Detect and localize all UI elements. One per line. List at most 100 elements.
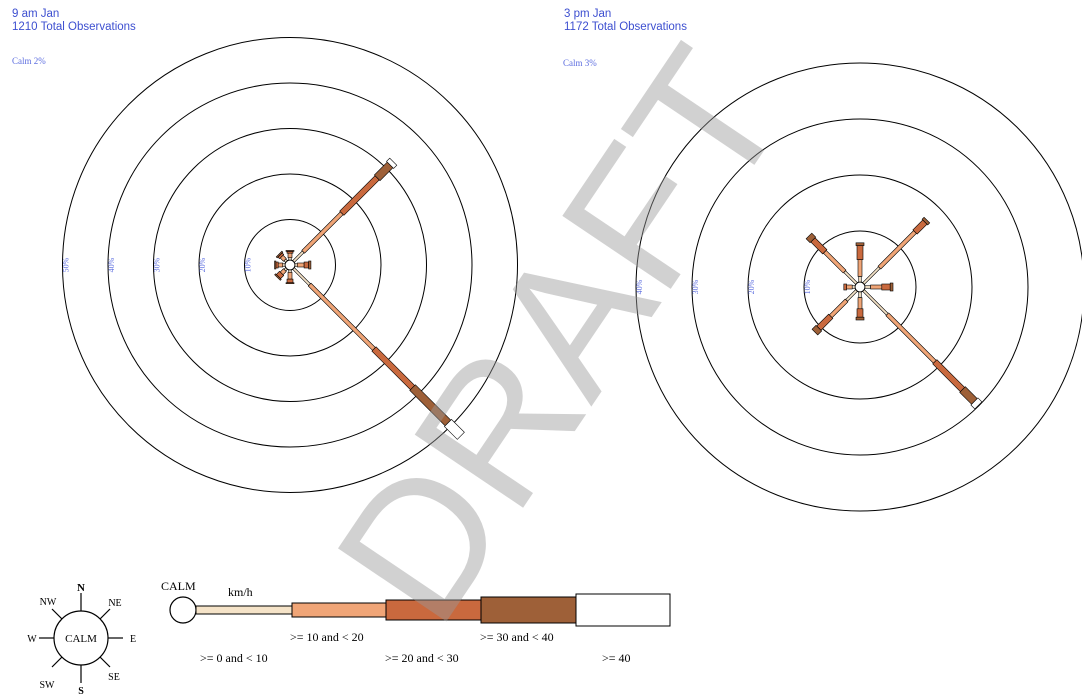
compass-s: S (78, 686, 84, 697)
rose2-petal-n (855, 242, 865, 283)
rose1-segment-nw-3 (275, 250, 284, 259)
legend-swatch-0-10 (195, 605, 293, 615)
compass-w: W (27, 634, 37, 645)
rose1-segment-w-2 (275, 261, 279, 269)
rose2-segment-n-1 (857, 259, 863, 277)
windrose-9am: 10% 20% 30% 40% 50% (62, 37, 518, 493)
rose2-segment-sw-2 (816, 313, 834, 331)
rose2-segment-w-1 (846, 284, 853, 290)
rose2-ring-label-4: 40% (635, 279, 644, 294)
rose1-petal-n (285, 250, 295, 261)
rose1-segment-ne-4 (386, 157, 398, 169)
rose2-segment-e-1 (870, 284, 883, 290)
rose2-segment-nw-3 (805, 232, 817, 244)
rose1-petal-ne (292, 157, 398, 263)
rose1-ring-label-2: 20% (198, 257, 207, 272)
rose1-subtitle: 1210 Total Observations (12, 21, 136, 33)
legend-calm-label: CALM (161, 579, 196, 593)
compass-nw: NW (40, 597, 57, 608)
rose2-ring-label-2: 20% (747, 279, 756, 294)
rose2-segment-s-1 (857, 297, 863, 310)
rose2-petal-s (855, 291, 865, 321)
rose1-segment-ne-0 (292, 250, 305, 263)
rose1-segment-e-3 (308, 260, 312, 270)
rose1-segment-s-3 (285, 282, 295, 284)
rose1-ring-1 (244, 219, 336, 311)
rose1-ring-2 (198, 173, 382, 357)
rose2-segment-n-0 (858, 276, 862, 283)
rose2-calm-label: Calm 3% (563, 58, 597, 68)
rose1-segment-w-1 (277, 262, 284, 268)
legend-swatch-10-20 (291, 602, 387, 618)
legend-swatch-30-40 (480, 596, 577, 624)
rose2-subtitle: 1172 Total Observations (564, 21, 687, 33)
rose2-segment-n-3 (855, 242, 865, 246)
rose2-ring-2 (747, 174, 973, 400)
legend-bin-label-4: >= 40 (602, 651, 631, 665)
rose2-segment-ne-3 (921, 216, 931, 226)
legend-calm-circle (169, 596, 197, 624)
rose1-segment-n-3 (285, 250, 295, 252)
rose2-ring-1 (803, 230, 917, 344)
rose2-segment-s-0 (858, 291, 862, 298)
rose1-petal-e (294, 260, 312, 270)
legend-units: km/h (228, 585, 253, 599)
rose2-segment-w-2 (843, 283, 847, 291)
windrose-3pm: 10% 20% 30% 40% (635, 62, 1082, 512)
rose1-petal-nw (275, 250, 288, 263)
rose2-segment-ne-0 (862, 266, 881, 285)
rose1-petal-se (292, 267, 465, 440)
rose1-ring-5 (62, 37, 518, 493)
legend-swatch-40-plus (575, 593, 671, 627)
legend-bin-label-3: >= 30 and < 40 (480, 630, 554, 644)
rose1-segment-e-0 (294, 263, 298, 267)
compass-sw: SW (40, 680, 56, 691)
rose2-segment-sw-0 (845, 289, 858, 302)
rose2-segment-nw-0 (843, 270, 858, 285)
compass-ne: NE (108, 598, 121, 609)
rose2-segment-nw-2 (810, 237, 828, 255)
rose1-segment-se-4 (444, 419, 465, 440)
rose1-petal-w (274, 260, 286, 270)
rose2-segment-n-2 (856, 245, 864, 260)
rose1-segment-n-1 (287, 252, 293, 259)
rose2-petal-w (843, 283, 856, 291)
rose1-petal-s (285, 269, 295, 284)
rose1-calm-label: Calm 2% (12, 56, 46, 66)
rose2-ring-3 (691, 118, 1029, 456)
rose1-ring-4 (107, 82, 473, 448)
rose2-segment-e-3 (889, 282, 894, 292)
rose2-petal-nw (805, 232, 858, 285)
rose2-petal-e (864, 282, 894, 292)
rose1-petal-sw (274, 267, 288, 281)
rose2-segment-sw-1 (828, 298, 849, 319)
compass-n: N (77, 582, 85, 594)
rose2-segment-s-3 (855, 316, 865, 321)
rose1-segment-n-0 (288, 257, 292, 261)
rose2-segment-se-1 (885, 312, 937, 364)
rose2-ring-label-1: 10% (803, 279, 812, 294)
rose1-ring-label-4: 40% (107, 257, 116, 272)
rose1-ring-label-1: 10% (244, 257, 253, 272)
legend-bin-label-2: >= 20 and < 30 (385, 651, 459, 665)
rose1-segment-sw-3 (274, 273, 282, 281)
legend-bin-label-1: >= 10 and < 20 (290, 630, 364, 644)
rose2-title: 3 pm Jan (564, 8, 612, 20)
rose1-segment-ne-1 (301, 211, 344, 254)
compass-icon: CALM N NE E SE S SW W NW (27, 582, 136, 697)
rose1-segment-w-3 (274, 260, 277, 270)
rose1-ring-label-3: 30% (153, 257, 162, 272)
compass-e: E (130, 634, 136, 645)
rose2-segment-sw-3 (811, 324, 823, 336)
rose2-petal-se (862, 289, 983, 410)
rose2-petal-sw (811, 289, 858, 336)
draft-watermark: DRAFT (296, 14, 826, 658)
rose2-segment-nw-1 (822, 249, 847, 274)
legend: CALM N NE E SE S SW W NW CALM km/h >= 0 … (27, 579, 671, 697)
rose1-segment-s-2 (286, 278, 294, 284)
rose2-segment-e-2 (881, 283, 891, 291)
rose2-segment-se-2 (932, 359, 966, 393)
rose1-ring-3 (153, 128, 427, 402)
rose1-segment-se-0 (292, 267, 311, 286)
